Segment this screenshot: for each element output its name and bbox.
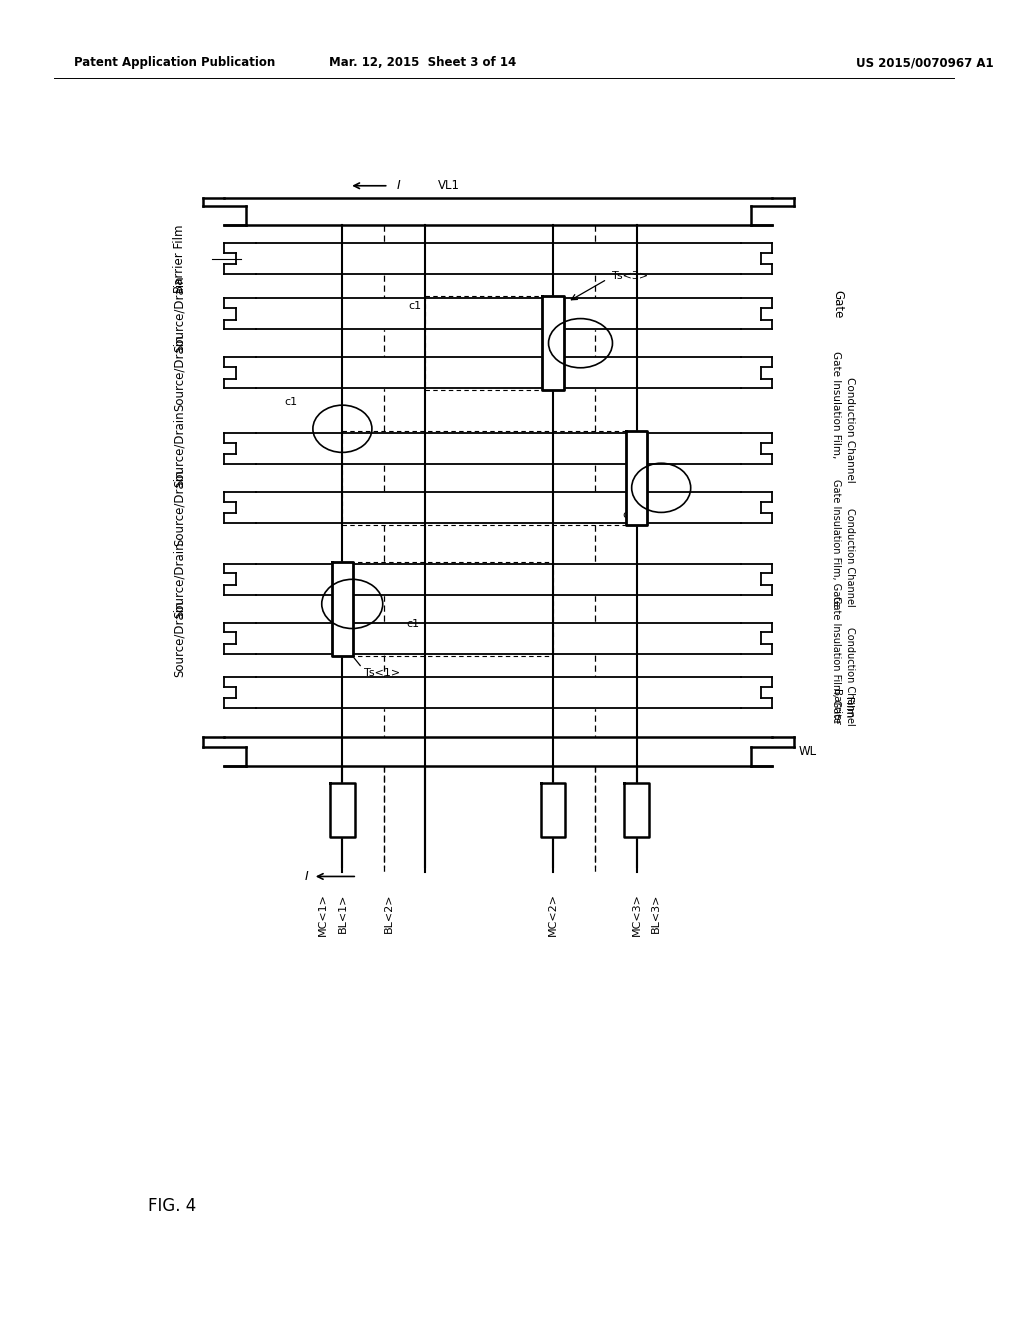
Text: Gate: Gate (831, 289, 845, 318)
Text: Source/Drain: Source/Drain (173, 601, 185, 677)
Text: US 2015/0070967 A1: US 2015/0070967 A1 (856, 57, 993, 69)
Text: MC<3>: MC<3> (632, 894, 642, 936)
Text: Film: Film (843, 697, 853, 718)
Text: MC<1>: MC<1> (317, 894, 328, 936)
Text: c1: c1 (409, 301, 422, 310)
Text: I: I (304, 870, 308, 883)
Text: c1: c1 (407, 619, 420, 628)
Text: Source/Drain: Source/Drain (173, 541, 185, 618)
Text: c1: c1 (285, 397, 298, 407)
Text: Conduction Channel: Conduction Channel (845, 378, 855, 483)
Text: Gate Insulation Film,: Gate Insulation Film, (831, 351, 842, 459)
Text: Mar. 12, 2015  Sheet 3 of 14: Mar. 12, 2015 Sheet 3 of 14 (330, 57, 517, 69)
Text: Barrier: Barrier (831, 689, 842, 725)
Text: Source/Drain: Source/Drain (173, 334, 185, 411)
Text: BL<1>: BL<1> (337, 894, 347, 932)
Text: Gate Insulation Film, Gate: Gate Insulation Film, Gate (831, 597, 842, 723)
Text: Gate Insulation Film, Gate: Gate Insulation Film, Gate (831, 479, 842, 606)
Text: c1: c1 (623, 511, 635, 520)
Text: I: I (396, 180, 400, 193)
Text: Source/Drain: Source/Drain (173, 469, 185, 545)
Text: WL: WL (799, 744, 817, 758)
Text: Ts<1>: Ts<1> (365, 668, 400, 677)
Text: Barrier Film: Barrier Film (173, 224, 185, 293)
Text: Source/Drain: Source/Drain (173, 411, 185, 487)
Text: BL<3>: BL<3> (651, 894, 662, 932)
Text: FIG. 4: FIG. 4 (148, 1197, 197, 1216)
Text: Patent Application Publication: Patent Application Publication (74, 57, 275, 69)
Text: Source/Drain: Source/Drain (173, 276, 185, 352)
Text: Conduction Channel: Conduction Channel (845, 627, 855, 726)
Text: MC<2>: MC<2> (548, 894, 558, 936)
Text: BL<2>: BL<2> (384, 894, 393, 933)
Text: Conduction Channel: Conduction Channel (845, 508, 855, 607)
Text: VL1: VL1 (438, 180, 460, 193)
Text: Ts<3>: Ts<3> (612, 272, 648, 281)
